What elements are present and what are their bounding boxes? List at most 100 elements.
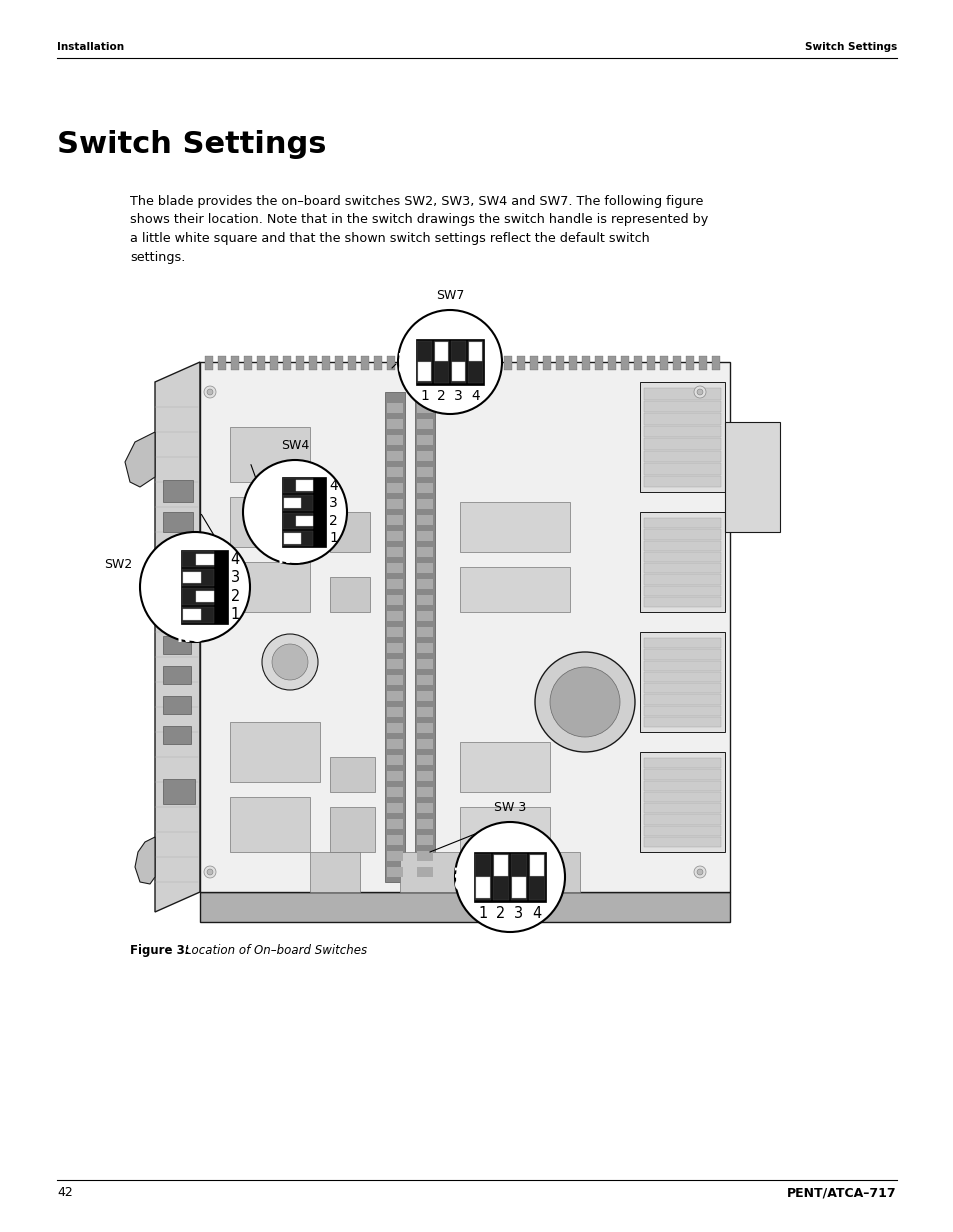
Bar	[387, 675, 402, 685]
Bar	[672, 356, 680, 370]
Circle shape	[550, 667, 619, 737]
Bar	[283, 478, 313, 494]
Text: 3: 3	[329, 496, 337, 510]
Bar	[459, 567, 569, 612]
Bar	[476, 877, 490, 898]
Bar	[416, 435, 433, 445]
Bar	[387, 419, 402, 429]
Bar	[270, 356, 277, 370]
Bar	[416, 707, 433, 717]
Bar	[643, 638, 720, 648]
Bar	[643, 837, 720, 848]
Bar	[387, 755, 402, 765]
Text: 4: 4	[532, 906, 541, 920]
Circle shape	[455, 822, 564, 931]
Bar	[711, 356, 720, 370]
Bar	[283, 495, 313, 511]
Text: 1: 1	[420, 389, 429, 403]
Text: NO: NO	[176, 628, 204, 646]
Bar	[685, 356, 693, 370]
Bar	[387, 771, 402, 781]
Bar	[387, 611, 402, 621]
Bar	[163, 696, 191, 715]
Bar	[387, 627, 402, 637]
Circle shape	[693, 386, 705, 398]
Bar	[348, 356, 355, 370]
Bar	[643, 825, 720, 835]
Text: 3: 3	[454, 389, 462, 403]
Text: ON: ON	[252, 504, 278, 520]
Circle shape	[140, 532, 250, 642]
Bar	[643, 706, 720, 716]
Text: 2: 2	[329, 514, 337, 527]
Bar	[452, 362, 464, 382]
Bar	[183, 572, 201, 583]
Text: SW4: SW4	[280, 439, 309, 452]
Text: 4: 4	[329, 479, 337, 493]
Bar	[387, 499, 402, 509]
Bar	[181, 549, 228, 625]
Bar	[416, 851, 433, 861]
Bar	[643, 649, 720, 659]
Bar	[643, 517, 720, 529]
Bar	[416, 467, 433, 477]
Bar	[399, 356, 408, 370]
Bar	[416, 547, 433, 557]
Bar	[416, 611, 433, 621]
Text: PENT/ATCA–717: PENT/ATCA–717	[786, 1186, 896, 1199]
Bar	[607, 356, 616, 370]
Bar	[426, 356, 434, 370]
Text: 3: 3	[514, 906, 523, 920]
Bar	[643, 660, 720, 670]
Bar	[477, 356, 485, 370]
Text: Installation: Installation	[57, 42, 124, 52]
Bar	[643, 758, 720, 769]
Bar	[182, 569, 213, 586]
Bar	[230, 496, 310, 547]
Bar	[163, 636, 191, 654]
Bar	[387, 739, 402, 749]
Bar	[643, 792, 720, 802]
Circle shape	[697, 389, 702, 395]
Bar	[182, 551, 213, 568]
Bar	[643, 781, 720, 791]
Bar	[643, 596, 720, 607]
Bar	[643, 451, 720, 462]
Bar	[387, 547, 402, 557]
Bar	[283, 531, 313, 546]
Bar	[643, 814, 720, 824]
Bar	[646, 356, 655, 370]
Bar	[503, 356, 512, 370]
Bar	[196, 590, 213, 602]
Bar	[643, 585, 720, 596]
Bar	[620, 356, 628, 370]
Bar	[434, 340, 449, 383]
Bar	[387, 835, 402, 845]
Bar	[218, 356, 226, 370]
Bar	[643, 476, 720, 487]
Bar	[643, 400, 720, 411]
Bar	[163, 513, 193, 532]
Bar	[643, 425, 720, 437]
Bar	[639, 632, 724, 732]
Circle shape	[207, 389, 213, 395]
Bar	[387, 643, 402, 653]
Bar	[295, 480, 313, 490]
Bar	[387, 659, 402, 669]
Bar	[163, 577, 191, 594]
Bar	[416, 483, 433, 493]
Bar	[467, 340, 482, 383]
Bar	[416, 643, 433, 653]
Bar	[530, 356, 537, 370]
Bar	[415, 392, 435, 882]
Bar	[387, 691, 402, 701]
Text: SW7: SW7	[436, 290, 464, 302]
Bar	[163, 606, 191, 623]
Bar	[284, 533, 301, 543]
Bar	[309, 356, 316, 370]
Bar	[387, 819, 402, 829]
Bar	[643, 803, 720, 813]
Bar	[256, 356, 265, 370]
Bar	[416, 339, 483, 386]
Bar	[464, 356, 473, 370]
